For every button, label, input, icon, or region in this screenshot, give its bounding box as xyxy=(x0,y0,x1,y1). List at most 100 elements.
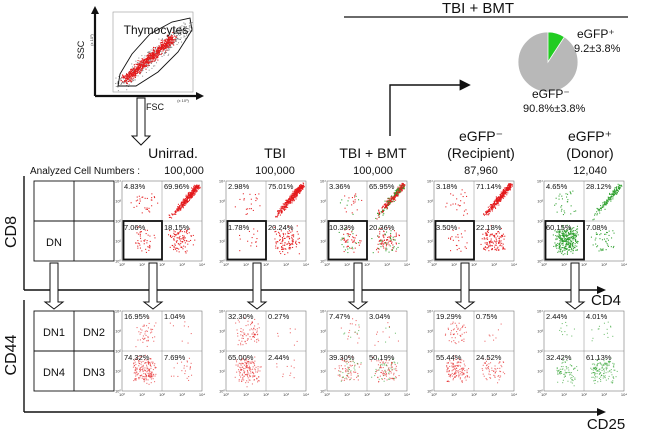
y-tick-label: 10² xyxy=(320,349,326,354)
panel-events xyxy=(234,317,298,388)
x-tick-label: 10² xyxy=(159,392,165,397)
pie-value-negative: 90.8%±3.8% xyxy=(523,103,586,115)
column-title-tbi: TBI xyxy=(264,145,286,161)
y-tick-label: 10⁰ xyxy=(427,259,433,264)
pie-label-positive: eGFP⁺ xyxy=(577,27,615,41)
y-tick-label: 10¹ xyxy=(427,239,433,244)
quadrant-percent-bl: 65.00% xyxy=(228,353,254,362)
inset-gray-events xyxy=(115,20,193,92)
x-tick-label: 10¹ xyxy=(344,392,350,397)
y-tick-label: 10⁰ xyxy=(537,389,543,394)
header-group: TBI + BMT eGFP⁺ 9.2±3.8% eGFP⁻ 90.8%±3.8… xyxy=(344,0,628,136)
dn1-label: DN1 xyxy=(43,327,65,339)
x-tick-label: 10² xyxy=(159,262,165,267)
quadrant-percent-br: 20.36% xyxy=(369,223,395,232)
quadrant-percent-br: 2.44% xyxy=(268,353,290,362)
quadrant-percent-bl: 7.06% xyxy=(124,223,146,232)
x-tick-label: 10⁰ xyxy=(119,262,125,267)
quadrant-percent-tr: 75.01% xyxy=(268,182,294,191)
x-tick-label: 10⁴ xyxy=(303,262,309,267)
quadrant-percent-tl: 3.18% xyxy=(436,182,458,191)
quadrant-percent-tr: 3.04% xyxy=(369,312,391,321)
pie-label-negative: eGFP⁻ xyxy=(532,87,570,101)
y-tick-label: 10⁴ xyxy=(427,179,433,184)
pie-connector-arrow xyxy=(389,79,471,136)
inset-x-arrow-icon xyxy=(196,92,204,100)
quadrant-percent-tr: 69.96% xyxy=(164,182,190,191)
quadrant-percent-bl: 1.78% xyxy=(228,223,250,232)
panel-events xyxy=(552,183,623,256)
dn-gate-schematic: DN xyxy=(33,180,115,262)
y-tick-label: 10² xyxy=(115,349,121,354)
gating-arrows xyxy=(43,262,586,310)
quadrant-percent-br: 7.69% xyxy=(164,353,186,362)
column-subtitle-recipient: (Recipient) xyxy=(447,145,515,161)
panel-events xyxy=(130,184,201,254)
inset-title: Thymocytes xyxy=(124,23,189,37)
quadrant-percent-tl: 7.47% xyxy=(329,312,351,321)
cd8-axis-label: CD8 xyxy=(3,216,20,248)
x-tick-label: 10¹ xyxy=(451,392,457,397)
quadrant-percent-br: 61.13% xyxy=(586,353,612,362)
quadrant-percent-bl: 39.30% xyxy=(329,353,355,362)
y-tick-label: 10⁰ xyxy=(219,259,225,264)
x-tick-label: 10² xyxy=(581,262,587,267)
y-tick-label: 10⁴ xyxy=(219,179,225,184)
x-tick-label: 10⁰ xyxy=(223,392,229,397)
x-tick-label: 10⁰ xyxy=(223,262,229,267)
dn-subset-schematic: DN1 DN2 DN4 DN3 xyxy=(33,310,115,392)
y-tick-label: 10³ xyxy=(537,329,543,334)
column-title-recipient: eGFP⁻ xyxy=(459,128,503,144)
quadrant-percent-bl: 10.33% xyxy=(329,223,355,232)
y-tick-label: 10³ xyxy=(219,199,225,204)
x-tick-label: 10⁰ xyxy=(541,392,547,397)
y-tick-label: 10⁴ xyxy=(115,179,121,184)
quadrant-percent-bl: 60.15% xyxy=(546,223,572,232)
x-tick-label: 10¹ xyxy=(344,262,350,267)
inset-x-label: FSC xyxy=(146,102,165,112)
quadrant-percent-br: 50.19% xyxy=(369,353,395,362)
panel-events xyxy=(338,182,406,254)
panel-events xyxy=(234,182,305,255)
x-tick-label: 10¹ xyxy=(561,262,567,267)
x-tick-label: 10⁴ xyxy=(199,392,205,397)
y-tick-label: 10¹ xyxy=(537,239,543,244)
cd4-axis-arrow-icon xyxy=(597,286,606,294)
x-tick-label: 10² xyxy=(263,392,269,397)
x-tick-label: 10⁰ xyxy=(119,392,125,397)
y-tick-label: 10² xyxy=(427,349,433,354)
panel-events xyxy=(444,321,506,384)
y-tick-label: 10¹ xyxy=(320,239,326,244)
dn-gate-label: DN xyxy=(46,237,62,249)
y-tick-label: 10² xyxy=(537,349,543,354)
panel-events xyxy=(445,183,513,252)
x-tick-label: 10² xyxy=(471,262,477,267)
y-tick-label: 10³ xyxy=(115,329,121,334)
panel-down-arrow-1 xyxy=(142,262,164,310)
y-tick-label: 10² xyxy=(219,349,225,354)
panel-down-arrow-4 xyxy=(454,262,476,310)
inset-y-arrow-icon xyxy=(91,6,99,14)
x-tick-label: 10⁴ xyxy=(404,392,410,397)
x-tick-label: 10⁴ xyxy=(199,262,205,267)
quadrant-percent-bl: 32.42% xyxy=(546,353,572,362)
y-tick-label: 10⁴ xyxy=(219,309,225,314)
panel-down-arrow-3 xyxy=(347,262,369,310)
pie-chart xyxy=(517,31,579,93)
quadrant-percent-br: 24.52% xyxy=(476,353,502,362)
y-tick-label: 10¹ xyxy=(537,369,543,374)
x-tick-label: 10¹ xyxy=(243,392,249,397)
y-tick-label: 10¹ xyxy=(427,369,433,374)
x-tick-label: 10⁰ xyxy=(431,392,437,397)
y-tick-label: 10³ xyxy=(537,199,543,204)
cd25-cd44-axes: CD44 CD25 xyxy=(3,300,625,433)
y-tick-label: 10² xyxy=(115,219,121,224)
inset-x-scale: (x 10³) xyxy=(177,98,189,103)
column-title-tbi-bmt: TBI + BMT xyxy=(339,145,407,161)
